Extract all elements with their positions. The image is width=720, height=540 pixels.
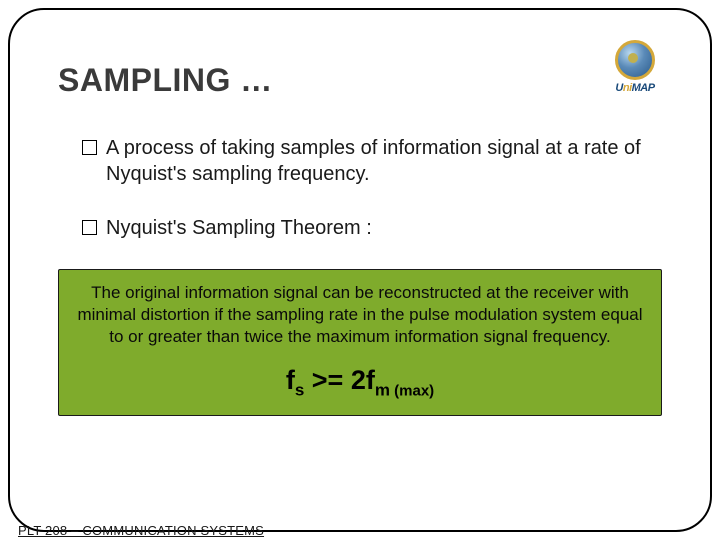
formula-rhs-paren: (max) — [390, 383, 434, 400]
logo-text-ni: ni — [623, 82, 632, 94]
theorem-box: The original information signal can be r… — [58, 269, 662, 416]
logo-text-map: MAP — [632, 82, 655, 94]
formula-op: >= — [304, 365, 351, 395]
slide-frame: UniMAP SAMPLING … A process of taking sa… — [8, 8, 712, 532]
slide-footer: PLT 208 – COMMUNICATION SYSTEMS — [18, 523, 264, 538]
nyquist-formula: fs >= 2fm (max) — [77, 365, 643, 400]
formula-lhs-sym: f — [286, 365, 295, 395]
bullet-item: Nyquist's Sampling Theorem : — [82, 215, 662, 241]
slide-title: SAMPLING … — [58, 62, 662, 99]
formula-rhs-sym: f — [366, 365, 375, 395]
formula-rhs-sub: m — [375, 381, 390, 400]
bullet-item: A process of taking samples of informati… — [82, 135, 662, 187]
formula-rhs-coef: 2 — [351, 365, 366, 395]
unimap-logo: UniMAP — [600, 40, 670, 96]
theorem-text: The original information signal can be r… — [77, 282, 643, 347]
logo-globe-icon — [615, 40, 655, 80]
logo-text: UniMAP — [615, 82, 654, 94]
formula-lhs-sub: s — [295, 381, 304, 400]
logo-text-u: U — [615, 82, 622, 94]
